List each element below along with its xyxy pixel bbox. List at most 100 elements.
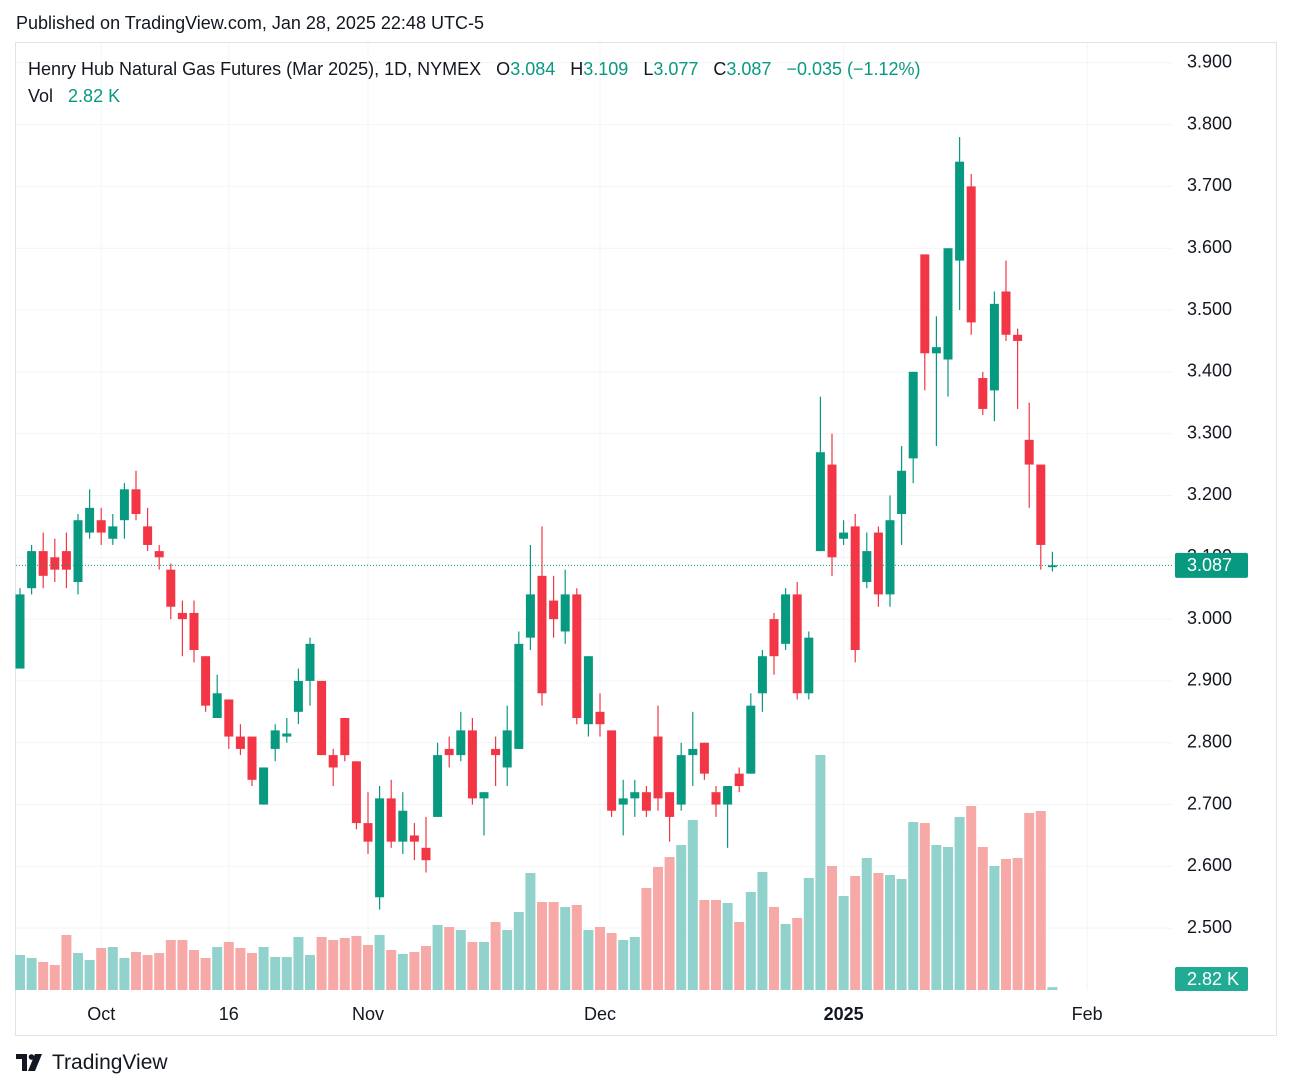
y-tick-label: 3.800 (1187, 113, 1232, 133)
volume-bar (247, 953, 257, 990)
volume-bar (977, 847, 988, 990)
ohlc-key: H (570, 59, 584, 79)
volume-bar (432, 925, 443, 990)
candle-body (154, 551, 164, 558)
candle-body (989, 303, 999, 391)
candle-body (50, 557, 60, 570)
candle-body (1036, 464, 1046, 545)
volume-bar (235, 948, 246, 990)
candle-body (1024, 439, 1034, 465)
volume-bar (838, 896, 849, 990)
grid (16, 43, 1172, 990)
volume-bar (606, 933, 617, 990)
candle-body (699, 742, 709, 774)
volume-bar (142, 955, 153, 990)
volume-key: Vol (28, 86, 54, 106)
ohlc-value: 3.077 (653, 59, 699, 79)
candle-body (85, 507, 95, 533)
candle-body (641, 792, 651, 811)
volume-bar (223, 942, 234, 990)
candle-body (1013, 334, 1023, 341)
volume-bar (1001, 859, 1011, 990)
candle-body (224, 699, 234, 737)
y-tick-label: 2.900 (1187, 670, 1232, 690)
x-tick-label: 2025 (824, 1004, 864, 1024)
volume-bar (525, 873, 536, 990)
volume-bar (571, 905, 582, 990)
candle-body (259, 767, 269, 805)
candle-body (1047, 565, 1057, 568)
volume-bar (618, 940, 629, 990)
last-price-box (1175, 552, 1248, 578)
candle-body (131, 489, 141, 515)
candle-body (61, 551, 71, 570)
change: −0.035 (−1.12%) (786, 59, 921, 79)
candle-body (943, 248, 953, 360)
volume-bar (455, 930, 466, 990)
candle-body (572, 594, 582, 719)
volume-bar (548, 902, 559, 990)
candle-body (351, 761, 361, 824)
candle-body (189, 612, 199, 651)
volume-bar (815, 755, 826, 990)
candle-body (467, 730, 477, 799)
candle-body (804, 637, 814, 694)
volume-bar (745, 892, 756, 990)
volume-bar (676, 845, 687, 990)
y-tick-label: 2.600 (1187, 855, 1232, 875)
candle-body (409, 835, 419, 842)
volume-bar (177, 940, 188, 990)
ohlc-value: 3.109 (583, 59, 629, 79)
volume-bar (954, 817, 965, 990)
candle-body (549, 600, 559, 620)
candle-body (73, 520, 83, 583)
symbol-title: Henry Hub Natural Gas Futures (Mar 2025)… (28, 59, 482, 79)
y-tick-label: 2.700 (1187, 793, 1232, 813)
volume-bar (850, 876, 861, 990)
ohlc-value: 3.087 (726, 59, 772, 79)
candle-body (781, 594, 791, 644)
candle-body (235, 736, 245, 749)
volume-bar (328, 940, 339, 990)
volume-bar (885, 875, 895, 990)
candle-body (38, 551, 48, 576)
published-note: Published on TradingView.com, Jan 28, 20… (16, 13, 484, 33)
volume-bar (339, 938, 350, 990)
candle-body (873, 532, 883, 595)
volume-bar (827, 866, 837, 990)
volume-bar (966, 806, 977, 990)
volume-box (1175, 967, 1248, 991)
x-tick-label: Nov (352, 1004, 384, 1024)
y-tick-label: 3.300 (1187, 422, 1232, 442)
volume-bar (200, 958, 211, 990)
candle-body (166, 569, 176, 607)
candle-body (746, 705, 756, 774)
candle-body (827, 464, 837, 558)
volume-bar (421, 946, 431, 990)
candle-body (491, 748, 501, 756)
candle-body (537, 575, 547, 694)
candle-body (514, 643, 524, 749)
volume-bar (653, 867, 663, 990)
volume-bar (757, 872, 768, 990)
x-tick-label: Dec (584, 1004, 616, 1024)
volume-bar (803, 878, 814, 990)
candle-body (212, 693, 222, 719)
volume-bar (595, 927, 605, 990)
volume-bar (107, 947, 118, 990)
y-tick-label: 3.600 (1187, 237, 1232, 257)
volume-bar (537, 902, 547, 990)
candle-body (96, 520, 106, 533)
volume-bar (444, 927, 455, 990)
footer-brand: TradingView (52, 1051, 168, 1074)
candle-body (479, 792, 489, 799)
candle-body (723, 786, 733, 805)
volume-bar (374, 935, 385, 990)
ohlc-key: O (496, 59, 511, 79)
volume-bar (467, 942, 478, 990)
volume-bar (154, 953, 165, 990)
legend-volume-row: Vol 2.82 K (28, 83, 921, 110)
candle-body (966, 186, 976, 323)
